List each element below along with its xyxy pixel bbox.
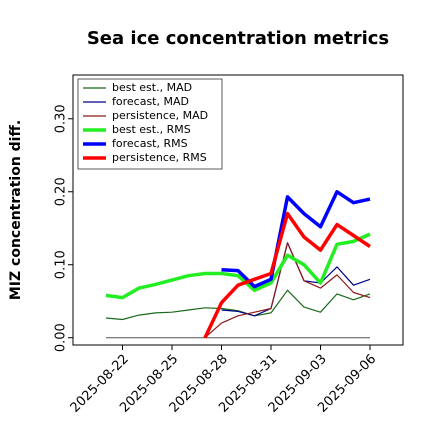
plot-frame xyxy=(72,74,404,346)
legend-label: best est., MAD xyxy=(112,81,192,94)
chart-title: Sea ice concentration metrics xyxy=(87,28,389,49)
y-tick-label: 0.00 xyxy=(54,323,69,352)
series-line xyxy=(105,289,371,321)
y-axis-label: MIZ concentration diff. xyxy=(8,120,24,300)
legend-box xyxy=(77,78,223,170)
y-tick-label: 0.20 xyxy=(54,177,69,206)
y-tick-label: 0.10 xyxy=(54,250,69,279)
y-tick-label: 0.30 xyxy=(54,104,69,133)
series-line xyxy=(105,232,371,300)
legend-label: best est., RMS xyxy=(112,123,191,136)
legend-label: persistence, RMS xyxy=(112,151,207,164)
legend-label: forecast, MAD xyxy=(112,95,189,108)
series-line xyxy=(204,242,371,339)
series-line xyxy=(221,190,371,289)
legend-label: forecast, RMS xyxy=(112,137,188,150)
series-line xyxy=(203,211,371,339)
legend-label: persistence, MAD xyxy=(112,109,208,122)
